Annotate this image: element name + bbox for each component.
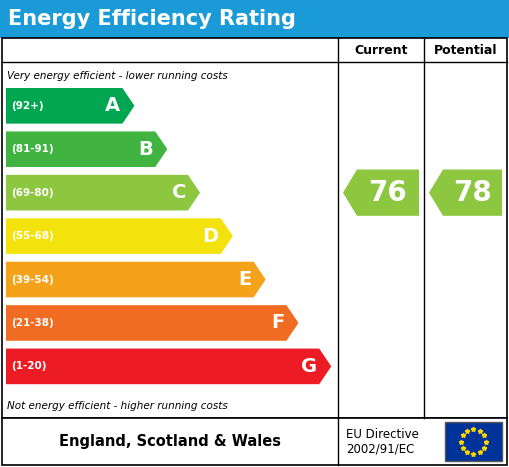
Polygon shape bbox=[6, 175, 200, 211]
Text: (1-20): (1-20) bbox=[11, 361, 46, 371]
Text: Very energy efficient - lower running costs: Very energy efficient - lower running co… bbox=[7, 71, 228, 81]
Text: Not energy efficient - higher running costs: Not energy efficient - higher running co… bbox=[7, 401, 228, 411]
Text: D: D bbox=[203, 226, 219, 246]
Polygon shape bbox=[6, 218, 233, 254]
Polygon shape bbox=[429, 170, 502, 216]
Bar bbox=[445, 422, 502, 461]
Text: B: B bbox=[138, 140, 153, 159]
Text: 78: 78 bbox=[453, 179, 492, 207]
Bar bbox=[2, 38, 507, 418]
Polygon shape bbox=[6, 305, 298, 341]
Text: Potential: Potential bbox=[434, 43, 497, 57]
Polygon shape bbox=[6, 88, 134, 124]
Text: C: C bbox=[172, 183, 186, 202]
Bar bbox=[0, 0, 509, 38]
Text: Current: Current bbox=[354, 43, 408, 57]
Text: England, Scotland & Wales: England, Scotland & Wales bbox=[59, 434, 281, 449]
Text: (21-38): (21-38) bbox=[11, 318, 54, 328]
Text: Energy Efficiency Rating: Energy Efficiency Rating bbox=[8, 9, 296, 29]
Bar bbox=[2, 418, 507, 465]
Text: (55-68): (55-68) bbox=[11, 231, 54, 241]
Polygon shape bbox=[6, 262, 266, 297]
Text: G: G bbox=[301, 357, 317, 376]
Text: E: E bbox=[238, 270, 251, 289]
Text: 76: 76 bbox=[369, 179, 407, 207]
Text: A: A bbox=[105, 96, 121, 115]
Polygon shape bbox=[343, 170, 419, 216]
Polygon shape bbox=[6, 348, 331, 384]
Text: EU Directive
2002/91/EC: EU Directive 2002/91/EC bbox=[346, 427, 419, 455]
Polygon shape bbox=[6, 131, 167, 167]
Text: (92+): (92+) bbox=[11, 101, 44, 111]
Text: (81-91): (81-91) bbox=[11, 144, 53, 154]
Text: (69-80): (69-80) bbox=[11, 188, 53, 198]
Text: (39-54): (39-54) bbox=[11, 275, 54, 284]
Text: F: F bbox=[271, 313, 285, 333]
